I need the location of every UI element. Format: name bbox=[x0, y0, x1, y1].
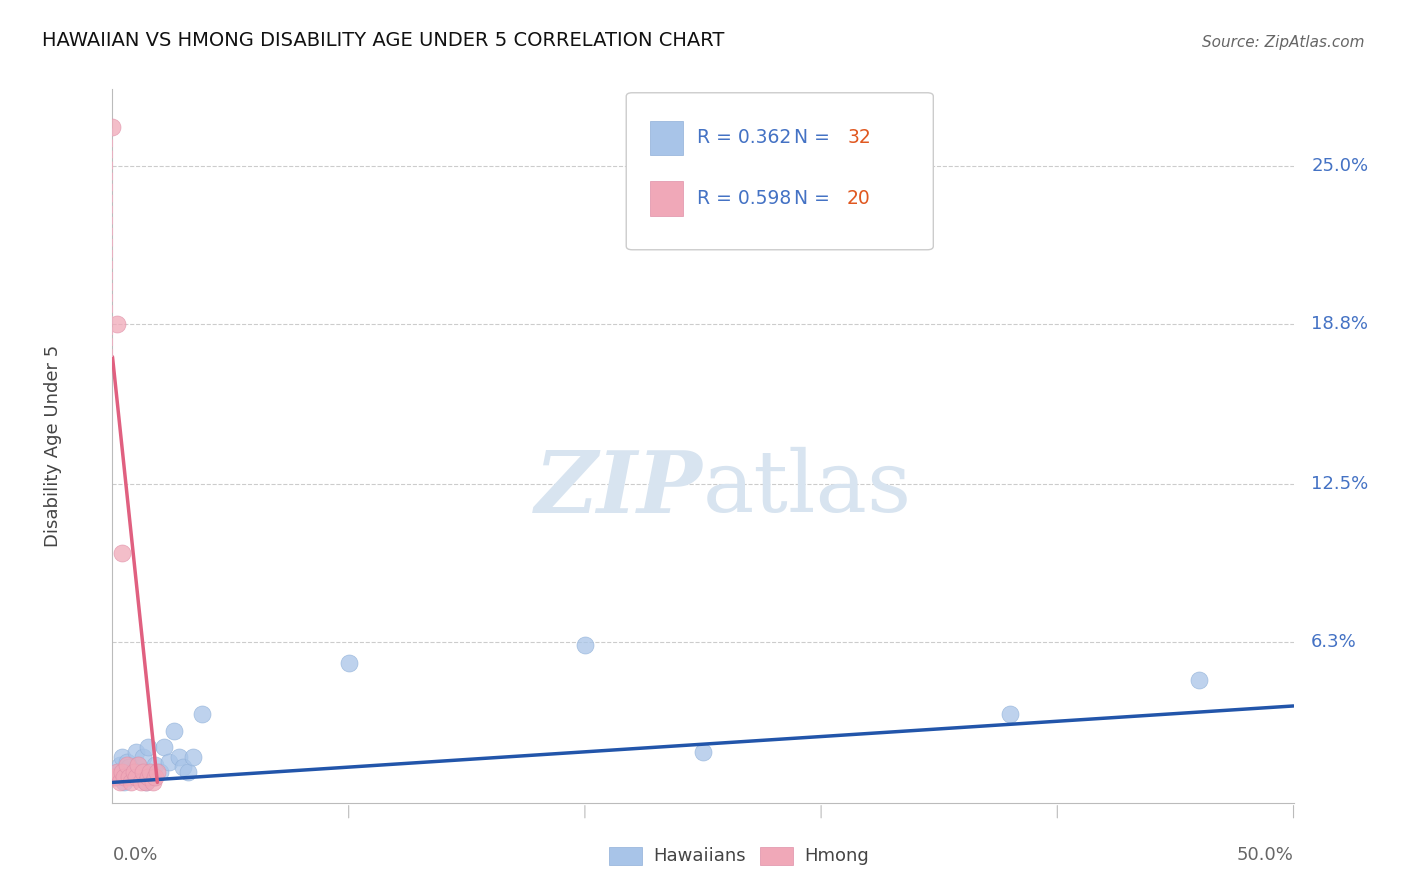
Text: Source: ZipAtlas.com: Source: ZipAtlas.com bbox=[1202, 35, 1364, 50]
Point bbox=[112, 770, 135, 784]
Point bbox=[127, 757, 149, 772]
Bar bbox=[609, 847, 641, 865]
Point bbox=[163, 724, 186, 739]
Point bbox=[132, 750, 155, 764]
Point bbox=[692, 745, 714, 759]
Point bbox=[998, 706, 1021, 721]
Point bbox=[139, 765, 162, 780]
Point bbox=[120, 770, 142, 784]
Point bbox=[105, 317, 128, 331]
Point bbox=[115, 755, 138, 769]
Point bbox=[132, 765, 155, 780]
Point bbox=[143, 770, 166, 784]
Point bbox=[115, 757, 138, 772]
Point bbox=[143, 757, 166, 772]
Point bbox=[112, 775, 135, 789]
Text: 20: 20 bbox=[846, 189, 870, 208]
Point bbox=[172, 760, 194, 774]
Text: 0.0%: 0.0% bbox=[112, 846, 157, 863]
Text: 25.0%: 25.0% bbox=[1312, 157, 1368, 175]
Point bbox=[122, 765, 145, 780]
Point bbox=[104, 770, 127, 784]
Text: 12.5%: 12.5% bbox=[1312, 475, 1368, 493]
Text: ZIP: ZIP bbox=[536, 447, 703, 531]
Point bbox=[101, 120, 124, 135]
Text: Hawaiians: Hawaiians bbox=[654, 847, 747, 865]
Point bbox=[108, 775, 131, 789]
Point bbox=[142, 770, 165, 784]
Point bbox=[153, 739, 176, 754]
Bar bbox=[650, 120, 683, 155]
Point bbox=[157, 755, 180, 769]
Point bbox=[129, 765, 152, 780]
Point bbox=[181, 750, 204, 764]
Text: 18.8%: 18.8% bbox=[1312, 315, 1368, 333]
Point bbox=[191, 706, 214, 721]
Text: R = 0.598: R = 0.598 bbox=[697, 189, 792, 208]
Point bbox=[1188, 673, 1211, 688]
Point bbox=[120, 775, 142, 789]
Point bbox=[135, 775, 157, 789]
Text: 50.0%: 50.0% bbox=[1237, 846, 1294, 863]
Point bbox=[111, 765, 134, 780]
Text: HAWAIIAN VS HMONG DISABILITY AGE UNDER 5 CORRELATION CHART: HAWAIIAN VS HMONG DISABILITY AGE UNDER 5… bbox=[42, 31, 724, 50]
Point bbox=[136, 770, 159, 784]
Point bbox=[108, 757, 131, 772]
Point bbox=[136, 739, 159, 754]
Point bbox=[149, 765, 172, 780]
Point bbox=[111, 546, 134, 560]
Point bbox=[105, 765, 128, 780]
Point bbox=[337, 656, 360, 670]
Text: 6.3%: 6.3% bbox=[1312, 633, 1357, 651]
Point bbox=[125, 745, 148, 759]
Bar bbox=[650, 181, 683, 216]
Point bbox=[146, 765, 169, 780]
Text: Disability Age Under 5: Disability Age Under 5 bbox=[45, 345, 62, 547]
Point bbox=[111, 750, 134, 764]
Point bbox=[167, 750, 190, 764]
Point bbox=[125, 770, 148, 784]
Point bbox=[135, 775, 157, 789]
Point bbox=[139, 765, 162, 780]
Text: N =: N = bbox=[794, 128, 835, 147]
Point bbox=[127, 757, 149, 772]
Point bbox=[105, 765, 128, 780]
Text: N =: N = bbox=[794, 189, 835, 208]
Point bbox=[177, 765, 200, 780]
Point bbox=[101, 770, 124, 784]
Bar bbox=[759, 847, 793, 865]
Point bbox=[122, 765, 145, 780]
Text: 32: 32 bbox=[846, 128, 870, 147]
Text: atlas: atlas bbox=[703, 447, 912, 531]
Point bbox=[118, 770, 141, 784]
Point bbox=[129, 775, 152, 789]
Point bbox=[142, 775, 165, 789]
Text: R = 0.362: R = 0.362 bbox=[697, 128, 792, 147]
Point bbox=[118, 760, 141, 774]
Text: Hmong: Hmong bbox=[804, 847, 869, 865]
FancyBboxPatch shape bbox=[626, 93, 934, 250]
Point bbox=[104, 770, 127, 784]
Point bbox=[574, 638, 596, 652]
